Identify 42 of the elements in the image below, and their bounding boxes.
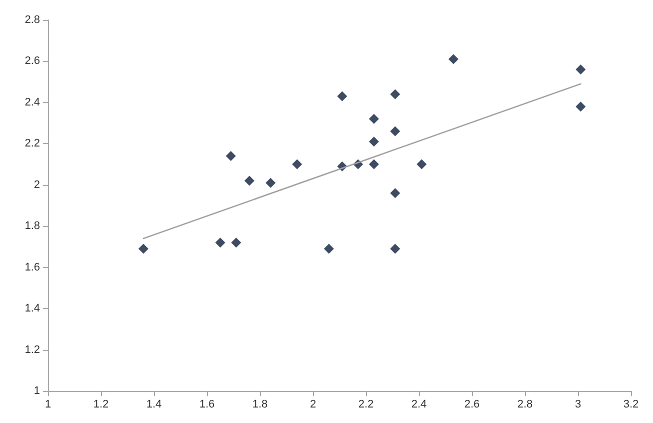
x-tick-label: 2.8: [517, 398, 533, 410]
y-tick-label: 1.4: [24, 302, 40, 315]
x-tick-label: 2.6: [464, 398, 480, 410]
point: [368, 114, 379, 124]
y-tick-label: 1.2: [24, 344, 40, 356]
point: [244, 176, 254, 186]
point: [390, 126, 400, 136]
x-tick-label: 2: [310, 398, 316, 410]
point: [292, 159, 302, 170]
point: [368, 159, 379, 170]
point: [448, 54, 458, 64]
point: [231, 238, 242, 248]
y-tick-label: 1.8: [24, 220, 40, 232]
point: [576, 102, 586, 112]
y-tick-label: 2.6: [24, 55, 40, 68]
y-tick-label: 2.4: [24, 96, 40, 108]
point: [368, 136, 379, 147]
x-tick-label: 3: [574, 398, 582, 410]
x-tick-label: 1: [44, 398, 52, 410]
y-tick-label: 1: [34, 385, 40, 397]
x-tick-label: 1.4: [146, 398, 162, 410]
y-tick-label: 2.2: [24, 138, 40, 150]
point: [266, 178, 276, 188]
x-tick-label: 2.2: [358, 398, 374, 410]
x-tick-label: 1.8: [252, 398, 268, 410]
x-tick-label: 3.2: [623, 398, 639, 410]
y-tick-label: 1.6: [24, 261, 40, 274]
x-tick-label: 1.2: [93, 398, 109, 410]
point: [215, 238, 226, 248]
point: [390, 89, 400, 100]
y-tick-label: 2.8: [24, 14, 40, 26]
x-tick-label: 1.6: [199, 398, 215, 410]
point: [226, 151, 236, 162]
point: [390, 244, 400, 254]
point: [337, 91, 348, 102]
point: [138, 244, 148, 254]
y-tick-label: 2: [34, 178, 40, 191]
point: [324, 244, 334, 254]
point: [390, 188, 400, 198]
point: [576, 64, 586, 74]
x-tick-label: 2.4: [411, 398, 427, 410]
point: [416, 159, 427, 170]
